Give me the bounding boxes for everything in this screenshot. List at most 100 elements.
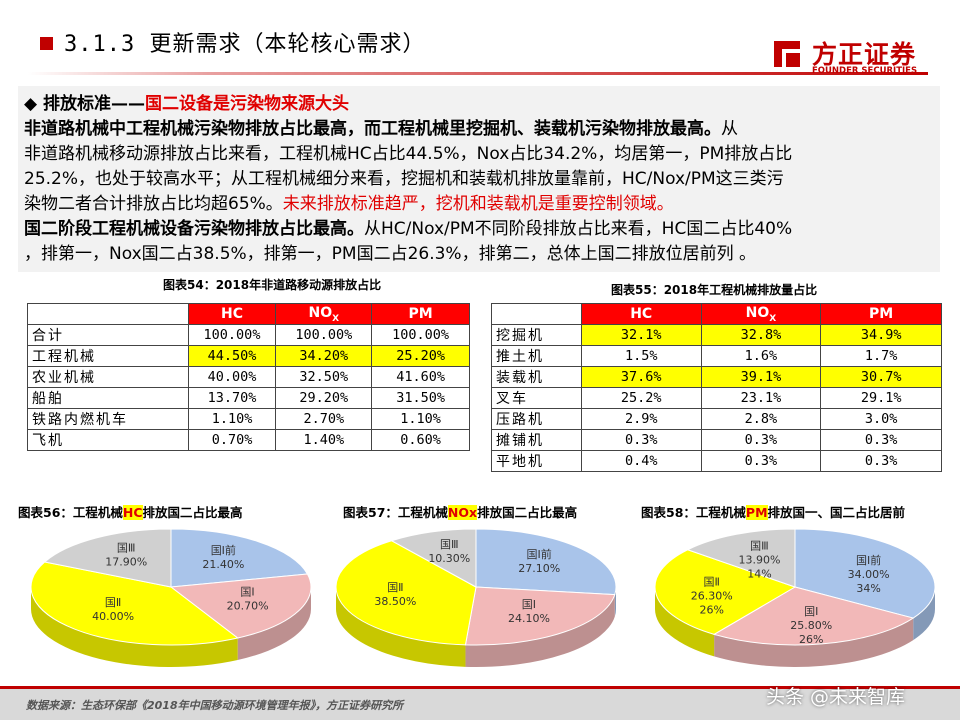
row-label: 摊铺机 [491,429,582,451]
table-cell: 1.5% [580,345,702,367]
table-cell: 30.7% [820,366,942,388]
row-label: 压路机 [491,408,582,430]
row-label: 铁路内燃机车 [27,408,189,430]
slice-value-label: 26.30% [691,589,733,602]
table54: HC NOX PM 合计 100.00% 100.00% 100.00% 工程机械 44.… [27,303,470,451]
slice-category-label: 国Ⅲ [440,538,459,551]
table54-col-nox: NOX [275,303,373,325]
table-cell: 32.8% [700,324,822,346]
footer-line [0,686,960,689]
table-cell: 0.3% [700,450,822,472]
slice-category-label: 国Ⅰ [240,585,254,598]
table-cell: 37.6% [580,366,702,388]
pie56-title-post: 排放国二占比最高 [142,505,243,520]
slice-category-label: 国Ⅱ [105,596,121,609]
table54-col-pm: PM [371,303,470,325]
line4-normal: 染物二者合计排放占比均超65%。 [24,194,283,214]
pie57-title-hl: NOx [447,505,478,520]
summary-line-1: 非道路机械中工程机械污染物排放占比最高，而工程机械里挖掘机、装载机污染物排放最高… [24,117,738,141]
table-cell: 2.9% [580,408,702,430]
footer-bar [0,686,960,720]
pie58-title-post: 排放国一、国二占比居前 [767,505,906,520]
pie58-title-pre: 图表58：工程机械 [641,505,746,520]
table-cell: 1.40% [275,429,373,451]
watermark: 头条 @未来智库 [766,686,906,708]
summary-box: ◆ 排放标准——国二设备是污染物来源大头 非道路机械中工程机械污染物排放占比最高… [18,86,940,272]
page-title: 3.1.3 更新需求（本轮核心需求） [64,32,426,57]
slice-category-label: 国Ⅰ [522,598,536,611]
table-cell: 13.70% [187,387,277,409]
table-cell: 41.60% [371,366,470,388]
table-cell: 100.00% [275,324,373,346]
pie57-title-post: 排放国二占比最高 [477,505,578,520]
table-row: 叉车 25.2% 23.1% 29.1% [491,387,942,409]
pie-slice [475,528,617,596]
slice-category-label: 国Ⅲ [117,542,136,555]
table-row: 压路机 2.9% 2.8% 3.0% [491,408,942,430]
line4-highlight: 未来排放标准趋严，挖机和装载机是重要控制领域。 [282,194,674,214]
pie-slice [712,586,915,646]
slice-value-label: 26% [699,603,723,616]
table-cell: 1.10% [371,408,470,430]
pie-slice [170,528,309,588]
table55-col-hc: HC [580,303,702,325]
table-cell: 0.3% [700,429,822,451]
table-cell: 25.20% [371,345,470,367]
table55: HC NOX PM 挖掘机 32.1% 32.8% 34.9% 推土机 1.5% 1.6% 1… [491,303,942,472]
pie57-title-pre: 图表57：工程机械 [343,505,448,520]
table-cell: 0.3% [820,429,942,451]
row-label: 挖掘机 [491,324,582,346]
pie58-title-hl: PM [745,505,768,520]
table-cell: 1.7% [820,345,942,367]
nox-subscript: X [332,313,340,324]
title-bullet [40,37,53,50]
table-cell: 34.20% [275,345,373,367]
table54-col-hc: HC [187,303,277,325]
slice-value-label: 17.90% [105,556,147,569]
pie-side-2 [31,587,238,667]
table-cell: 100.00% [187,324,277,346]
table55-corner [491,303,582,325]
table-cell: 23.1% [700,387,822,409]
pie-chart-pm: 国Ⅰ前34.00%34%国Ⅰ25.80%26%国Ⅱ26.30%26%国Ⅲ13.9… [654,528,936,667]
table-cell: 32.1% [580,324,702,346]
slice-value-label: 21.40% [202,558,244,571]
slice-value-label: 20.70% [227,599,269,612]
slice-value-label: 34% [856,582,880,595]
row-label: 合计 [27,324,189,346]
slice-value-label: 25.80% [790,619,832,632]
header-divider [28,72,928,75]
table-cell: 31.50% [371,387,470,409]
table-row: 装载机 37.6% 39.1% 30.7% [491,366,942,388]
founder-logo-icon [774,41,800,67]
slice-value-label: 38.50% [374,595,416,608]
table-row: 农业机械 40.00% 32.50% 41.60% [27,366,470,388]
row-label: 叉车 [491,387,582,409]
pie-slice [30,561,239,646]
row-label: 飞机 [27,429,189,451]
table-cell: 1.6% [700,345,822,367]
summary-line-4: 染物二者合计排放占比均超65%。未来排放标准趋严，挖机和装载机是重要控制领域。 [24,192,674,216]
table-cell: 39.1% [700,366,822,388]
logo-text: 方正证券 [812,40,917,69]
summary-line-5: 国二阶段工程机械设备污染物排放占比最高。从HC/Nox/PM不同阶段排放占比来看… [24,217,792,241]
table55-caption: 图表55：2018年工程机械排放量占比 [611,283,818,297]
slice-category-label: 国Ⅲ [750,539,769,552]
summary-line-2: 非道路机械移动源排放占比来看，工程机械HC占比44.5%，Nox占比34.2%，… [24,144,793,164]
table-row: 飞机 0.70% 1.40% 0.60% [27,429,470,451]
pie-side-0 [913,587,935,641]
table-cell: 34.9% [820,324,942,346]
pie-slice [464,586,616,646]
slice-value-label: 40.00% [92,610,134,623]
pie56-title: 图表56：工程机械HC排放国二占比最高 [18,502,243,521]
slice-value-label: 13.90% [738,553,780,566]
row-label: 农业机械 [27,366,189,388]
pie-slice [169,573,312,639]
table-cell: 0.70% [187,429,277,451]
table-cell: 1.10% [187,408,277,430]
line1-tail: 从 [721,119,738,139]
nox-label: NO [745,304,770,321]
table-cell: 100.00% [371,324,470,346]
